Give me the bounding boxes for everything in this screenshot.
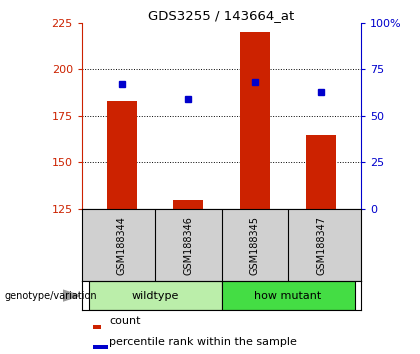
Text: GSM188346: GSM188346 xyxy=(183,216,193,275)
Text: wildtype: wildtype xyxy=(131,291,179,301)
Bar xyxy=(306,135,336,209)
Bar xyxy=(93,325,101,329)
Text: GSM188345: GSM188345 xyxy=(250,216,260,275)
Text: GSM188347: GSM188347 xyxy=(316,216,326,275)
Text: GSM188344: GSM188344 xyxy=(117,216,127,275)
Bar xyxy=(240,32,270,209)
Text: count: count xyxy=(109,316,141,326)
Bar xyxy=(173,200,203,209)
Bar xyxy=(89,281,222,310)
Polygon shape xyxy=(63,290,80,301)
Bar xyxy=(107,101,137,209)
Text: genotype/variation: genotype/variation xyxy=(4,291,97,301)
Bar xyxy=(222,281,354,310)
Text: how mutant: how mutant xyxy=(255,291,322,301)
Title: GDS3255 / 143664_at: GDS3255 / 143664_at xyxy=(148,9,295,22)
Bar xyxy=(93,346,108,348)
Text: percentile rank within the sample: percentile rank within the sample xyxy=(109,337,297,347)
